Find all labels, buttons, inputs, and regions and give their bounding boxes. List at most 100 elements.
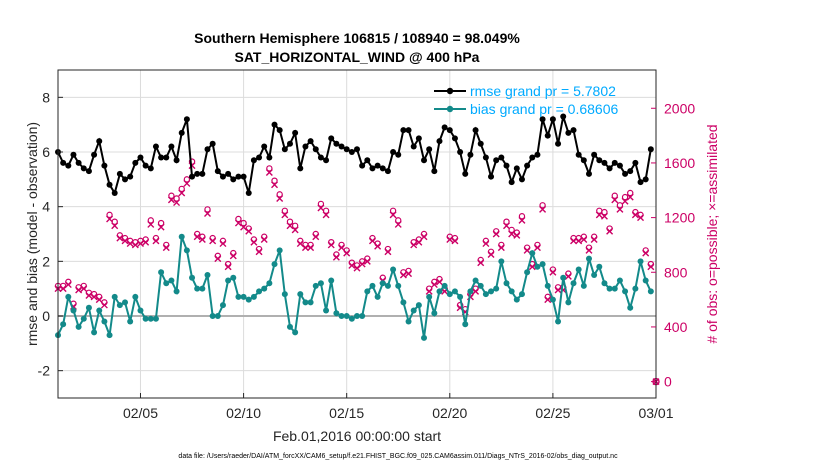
rmse-point [400, 127, 407, 134]
bias-point [369, 282, 376, 289]
bias-point [498, 258, 505, 265]
rmse-point [611, 159, 618, 166]
obs-assimilated-point [415, 238, 423, 246]
bias-point [596, 263, 603, 270]
rmse-point [539, 116, 546, 123]
y-axis-ticks: -2 0 2 4 6 8 [38, 89, 63, 379]
obs-assimilated-point [575, 237, 583, 245]
obs-assimilated-point [482, 240, 490, 248]
rmse-point [235, 173, 242, 180]
bias-point [152, 315, 159, 322]
bias-point [354, 313, 360, 319]
obs-assimilated-point [338, 244, 346, 252]
bias-point [426, 293, 433, 300]
rmse-point [312, 146, 319, 153]
obs-assimilated-point [265, 169, 273, 176]
rmse-point [421, 157, 428, 164]
obs-assimilated-point [580, 235, 588, 243]
bias-point [116, 302, 123, 309]
rmse-point [410, 143, 417, 150]
rmse-point [529, 154, 536, 161]
bias-point [286, 323, 293, 330]
obs-assimilated-point [405, 270, 413, 278]
obs-assimilated-point [518, 216, 526, 224]
rmse-point [225, 170, 232, 177]
bias-point [173, 288, 180, 295]
legend-rmse-label: rmse grand pr = 5.7802 [470, 83, 616, 99]
x-tick-label: 02/10 [226, 405, 261, 421]
bias-point [261, 285, 268, 292]
obs-assimilated-point [332, 253, 340, 261]
bias-point [395, 282, 402, 289]
obs-assimilated-point [647, 263, 655, 271]
obs-assimilated-point [513, 231, 521, 239]
rmse-point [467, 151, 474, 158]
bias-point [544, 282, 551, 289]
obs-assimilated-point [85, 292, 93, 299]
bias-point [632, 285, 639, 292]
rmse-point [91, 151, 98, 158]
obs-assimilated-point [621, 197, 629, 205]
obs-assimilated-point [394, 220, 402, 228]
y2-axis-ticks: 0 400 800 1200 1600 2000 [651, 100, 695, 390]
rmse-point [101, 162, 108, 169]
obs-assimilated-point [343, 249, 351, 257]
bias-point [266, 280, 273, 287]
y2-tick-label: 1600 [664, 155, 695, 171]
rmse-point [369, 165, 376, 172]
obs-assimilated-point [477, 259, 485, 267]
bias-line [57, 236, 652, 339]
bias-point [560, 274, 567, 281]
obs-assimilated-point [317, 204, 325, 212]
legend: rmse grand pr = 5.7802 bias grand pr = 0… [434, 83, 618, 117]
bias-point [137, 307, 144, 314]
obs-assimilated-point [492, 230, 500, 238]
bias-point [364, 288, 371, 295]
bias-point [488, 288, 495, 295]
bias-point [142, 315, 149, 322]
bias-point [570, 280, 577, 287]
rmse-point [570, 127, 577, 134]
rmse-point [214, 168, 221, 175]
rmse-point [580, 157, 587, 164]
rmse-point [436, 138, 443, 145]
obs-possible-point [395, 217, 402, 224]
chart-title: Southern Hemisphere 106815 / 108940 = 98… [194, 30, 520, 46]
rmse-point [405, 127, 412, 134]
rmse-point [637, 179, 644, 186]
obs-assimilated-point [245, 227, 253, 235]
bias-point [549, 296, 556, 303]
bias-point [616, 277, 623, 284]
rmse-point [85, 168, 92, 175]
rmse-point [503, 162, 510, 169]
obs-assimilated-point [363, 257, 371, 265]
obs-assimilated-point [240, 223, 248, 231]
obs-assimilated-point [590, 235, 598, 243]
bias-point [359, 313, 366, 319]
bias-point [271, 261, 278, 268]
obs-assimilated-point [131, 241, 139, 249]
bias-point [524, 269, 531, 276]
bias-point [312, 282, 319, 289]
rmse-point [271, 121, 278, 128]
obs-assimilated-point [296, 240, 304, 248]
bias-point [503, 280, 510, 287]
series-rmse [55, 113, 654, 196]
obs-possible-point [183, 176, 191, 183]
grid [58, 70, 657, 398]
bias-point [457, 293, 464, 300]
rmse-point [359, 162, 366, 169]
bias-point [462, 321, 469, 328]
bias-point [343, 313, 350, 319]
obs-possible-point [147, 217, 154, 224]
bias-point [101, 318, 108, 325]
rmse-point [96, 138, 103, 145]
obs-assimilated-point [286, 222, 294, 230]
obs-possible-point [204, 206, 211, 213]
x-axis-label: Feb.01,2016 00:00:00 start [273, 428, 441, 444]
rmse-point [384, 168, 391, 175]
obs-assimilated-point [430, 281, 438, 289]
obs-assimilated-point [631, 211, 639, 219]
rmse-point [513, 165, 520, 172]
rmse-point [75, 159, 82, 166]
